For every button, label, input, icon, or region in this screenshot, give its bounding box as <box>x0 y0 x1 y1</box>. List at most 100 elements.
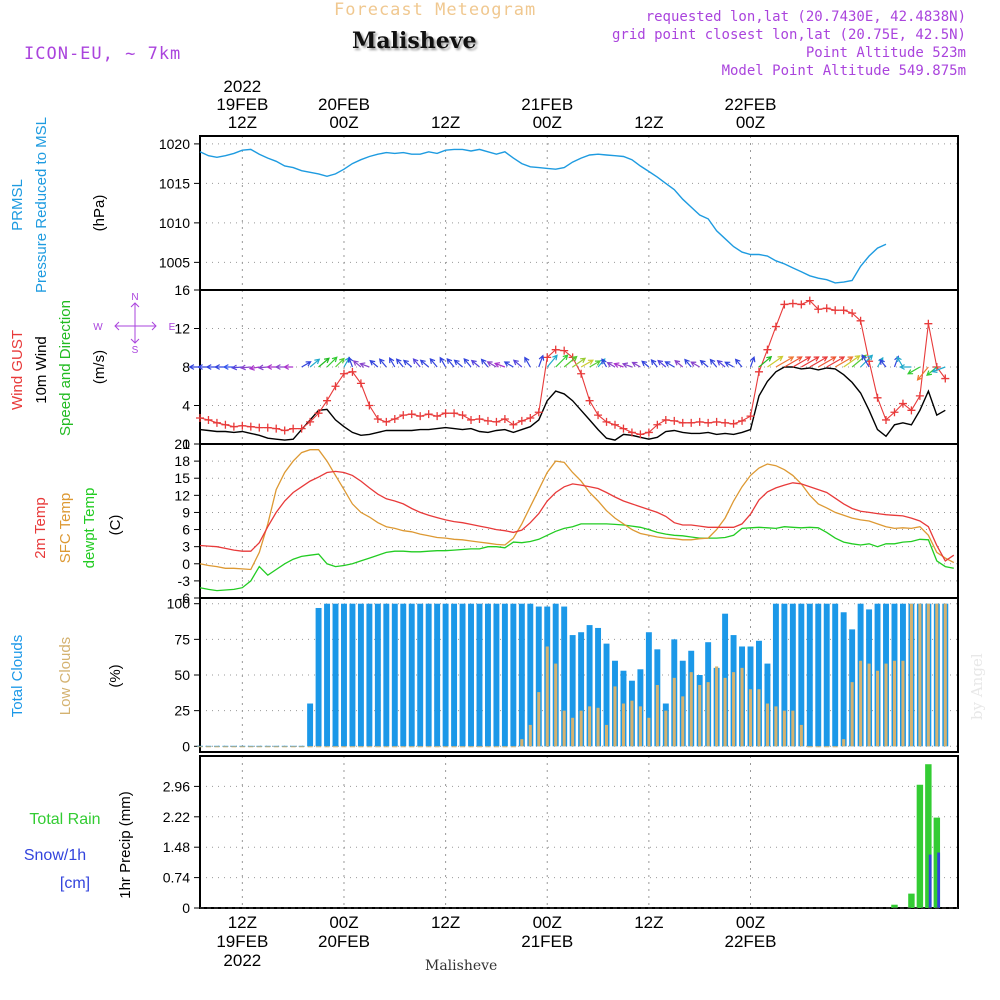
wind-arrow <box>572 357 587 368</box>
gust-marker <box>450 409 459 418</box>
low-cloud-bar <box>799 724 803 747</box>
wind-arrow <box>378 358 387 368</box>
bottom-time-label: 00Z <box>533 913 562 932</box>
gust-marker <box>924 319 933 328</box>
wind-arrow <box>898 364 912 370</box>
low-cloud-bar <box>926 603 930 747</box>
top-date-label: 22FEB <box>725 95 777 114</box>
low-cloud-bar <box>698 684 702 747</box>
wind-arrow <box>453 359 463 368</box>
y-tick-label-temp: 18 <box>174 453 190 469</box>
low-cloud-bar <box>528 724 532 747</box>
wind-arrow <box>563 355 578 368</box>
low-cloud-bar <box>520 739 524 747</box>
low-cloud-bar <box>655 684 659 747</box>
wind-arrow <box>834 356 854 368</box>
wind-arrow <box>606 362 616 368</box>
compass-label: N <box>131 292 138 303</box>
low-cloud-bar <box>791 710 795 747</box>
snow-unit-legend: [cm] <box>60 875 90 892</box>
sfc-temp-line <box>199 449 955 571</box>
y-tick-label-wind: 16 <box>174 282 190 298</box>
low-cloud-bar <box>876 670 880 747</box>
wind-unit: (m/s) <box>91 350 108 384</box>
rain-legend: Total Rain <box>29 811 100 828</box>
low-cloud-bar <box>647 717 651 747</box>
pressure-label-full: Pressure Reduced to MSL <box>33 117 50 293</box>
gust-marker <box>399 411 408 420</box>
y-tick-label-clouds: 75 <box>174 631 190 647</box>
rain-bar <box>933 817 941 908</box>
bottom-date-label: 20FEB <box>318 932 370 951</box>
gust-marker <box>407 410 416 419</box>
low-cloud-bar <box>892 660 897 747</box>
gust-marker <box>636 430 645 439</box>
low-cloud-bar <box>706 682 710 747</box>
total-cloud-bar <box>578 632 585 747</box>
wind-arrow <box>784 356 803 368</box>
y-tick-label-precip: 2.22 <box>163 809 190 825</box>
gust-marker <box>763 345 772 354</box>
gust-marker <box>543 353 552 362</box>
gust-marker <box>687 418 696 427</box>
compass-label: E <box>169 322 176 333</box>
top-time-label: 12Z <box>634 113 663 132</box>
gust-marker <box>941 374 950 383</box>
total-cloud-bar <box>307 703 314 747</box>
top-date-label: 21FEB <box>521 95 573 114</box>
gust-marker <box>670 416 679 425</box>
gust-marker <box>390 414 399 423</box>
gust-marker <box>382 417 391 426</box>
y-tick-label-clouds: 100 <box>167 596 191 612</box>
low-cloud-bar <box>765 703 769 747</box>
wind-arrow <box>664 361 675 368</box>
total-cloud-bar <box>535 606 542 747</box>
gust-marker <box>416 412 425 421</box>
gust-marker <box>594 411 603 420</box>
total-cloud-bar <box>349 603 356 747</box>
gust-marker <box>433 412 442 421</box>
low-cloud-bar <box>630 700 634 747</box>
gust-marker <box>619 424 628 433</box>
wind-arrow <box>589 360 602 368</box>
low-cloud-bar <box>554 663 558 747</box>
wind-arrow <box>621 362 633 368</box>
y-tick-label-pressure: 1010 <box>159 215 190 231</box>
wind-arrow <box>359 362 370 368</box>
low-cloud-bar <box>732 672 736 747</box>
wind-arrow <box>758 355 773 368</box>
y-tick-label-precip: 1.48 <box>163 839 190 855</box>
total-cloud-bar <box>840 612 847 747</box>
wind-arrow <box>860 354 874 368</box>
wind-arrow <box>916 366 929 381</box>
gust-marker <box>780 300 789 309</box>
total-cloud-bar <box>493 603 500 747</box>
gust-marker <box>483 416 492 425</box>
sfc-temp-label: SFC Temp <box>57 493 74 564</box>
wind-arrow <box>826 356 846 368</box>
wind-arrow <box>524 356 531 368</box>
low-cloud-bar <box>681 696 685 747</box>
wind-arrow <box>480 358 489 368</box>
gust-marker <box>297 424 306 433</box>
wind-arrow <box>283 364 294 370</box>
gust-marker <box>246 422 255 431</box>
gust-marker <box>373 414 382 423</box>
total-cloud-bar <box>341 603 347 747</box>
snow-legend: Snow/1h <box>24 847 86 864</box>
pressure-line <box>199 148 887 284</box>
total-cloud-bar <box>468 603 474 747</box>
low-cloud-bar <box>909 603 913 747</box>
top-time-label: 00Z <box>329 113 358 132</box>
gust-marker <box>441 409 450 418</box>
gust-marker <box>602 417 611 426</box>
y-tick-label-wind: 12 <box>174 321 190 337</box>
low-cloud-bar <box>723 677 727 747</box>
wind-arrow <box>239 364 251 371</box>
total-cloud-bar <box>324 603 331 747</box>
panel-frame-clouds <box>199 597 959 753</box>
gust-marker <box>890 408 899 417</box>
low-cloud-bar <box>782 710 786 747</box>
requested-coords: requested lon,lat (20.7430E, 42.4838N) <box>645 9 966 25</box>
